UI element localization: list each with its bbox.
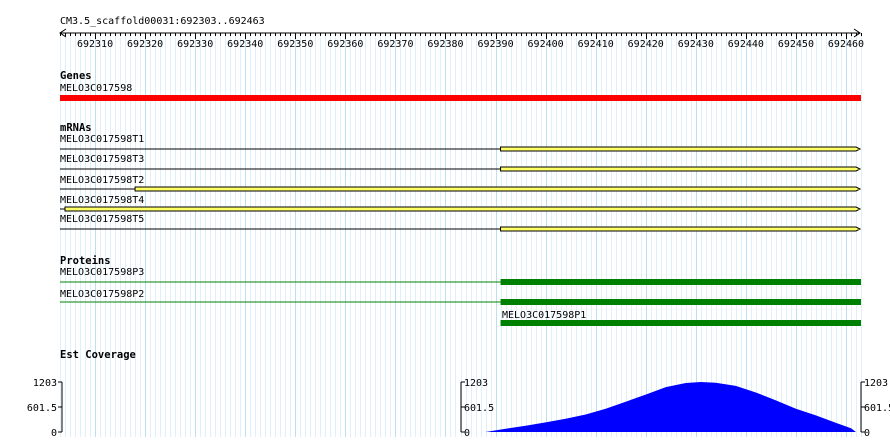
ruler-tick-label: 692430: [678, 39, 714, 50]
scale-label-mid: 601.5: [864, 403, 890, 414]
ruler-tick-label: 692310: [77, 39, 113, 50]
ruler-tick-label: 692340: [227, 39, 263, 50]
ruler-tick-label: 692360: [327, 39, 363, 50]
mrna-label: MELO3C017598T5: [60, 214, 144, 225]
mrna-exon-arrow: [500, 226, 862, 232]
mrna-exon-arrow: [500, 146, 862, 152]
scale-label-mid: 601.5: [27, 403, 57, 414]
coverage-scale-right: 1203 601.5 0: [860, 378, 890, 439]
coverage-scale-middle: 1203 601.5 0: [460, 378, 494, 439]
ruler-tick-label: 692400: [528, 39, 564, 50]
ruler-tick-label: 692380: [427, 39, 463, 50]
mrna-feature[interactable]: MELO3C017598T4: [60, 195, 862, 212]
protein-feature[interactable]: MELO3C017598P1: [500, 310, 861, 326]
mrna-exon-arrow: [500, 166, 862, 172]
mrna-label: MELO3C017598T4: [60, 195, 144, 206]
gene-feature-bar[interactable]: [60, 95, 861, 101]
ruler-tick-label: 692420: [628, 39, 664, 50]
scale-label-max: 1203: [864, 378, 888, 389]
mrna-label: MELO3C017598T3: [60, 154, 144, 165]
mrna-exon-arrow: [64, 206, 862, 212]
protein-cds-bar: [500, 279, 861, 285]
mrna-exon-arrow: [134, 186, 862, 192]
scale-label-min: 0: [464, 428, 470, 437]
ruler-tick-label: 692320: [127, 39, 163, 50]
proteins-track-title: Proteins: [60, 255, 111, 267]
ruler-tick-label: 692450: [778, 39, 814, 50]
mrnas-track-title: mRNAs: [60, 122, 92, 134]
protein-label: MELO3C017598P3: [60, 267, 144, 278]
est-coverage-track-title: Est Coverage: [60, 349, 136, 361]
ruler[interactable]: CM3.5_scaffold00031:692303..692463 69231…: [59, 16, 864, 50]
background-grid: [60, 36, 862, 437]
mrna-feature[interactable]: MELO3C017598T1: [60, 134, 862, 152]
scale-label-mid: 601.5: [464, 403, 494, 414]
scale-label-max: 1203: [464, 378, 488, 389]
scale-label-max: 1203: [33, 378, 57, 389]
scale-label-min: 0: [51, 428, 57, 437]
ruler-tick-label: 692460: [828, 39, 864, 50]
protein-cds-bar: [500, 320, 861, 326]
coverage-scale-left: 1203 601.5 0: [27, 378, 63, 439]
protein-label: MELO3C017598P2: [60, 289, 144, 300]
ruler-tick-label: 692370: [377, 39, 413, 50]
protein-cds-bar: [500, 299, 861, 305]
gene-label: MELO3C017598: [60, 83, 132, 94]
mrna-feature[interactable]: MELO3C017598T3: [60, 154, 862, 172]
mrna-feature[interactable]: MELO3C017598T5: [60, 214, 862, 232]
ruler-tick-label: 692410: [578, 39, 614, 50]
ruler-tick-label: 692440: [728, 39, 764, 50]
mrna-label: MELO3C017598T2: [60, 175, 144, 186]
est-coverage-histogram[interactable]: [485, 382, 857, 432]
protein-feature[interactable]: MELO3C017598P3: [60, 267, 861, 285]
mrna-label: MELO3C017598T1: [60, 134, 144, 145]
mrna-feature[interactable]: MELO3C017598T2: [60, 175, 862, 192]
ruler-tick-label: 692390: [477, 39, 513, 50]
ruler-tick-label: 692350: [277, 39, 313, 50]
protein-label: MELO3C017598P1: [502, 310, 586, 321]
scale-label-min: 0: [864, 428, 870, 437]
genes-track-title: Genes: [60, 70, 92, 82]
protein-feature[interactable]: MELO3C017598P2: [60, 289, 861, 305]
ruler-tick-label: 692330: [177, 39, 213, 50]
ruler-title: CM3.5_scaffold00031:692303..692463: [60, 16, 265, 27]
